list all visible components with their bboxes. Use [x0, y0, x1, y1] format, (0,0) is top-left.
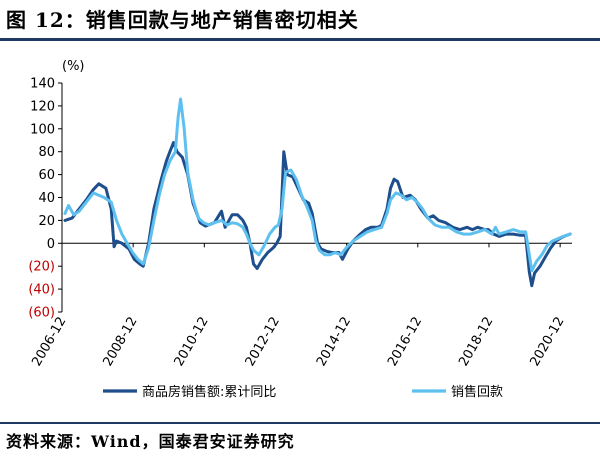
legend-label-collection: 销售回款	[451, 384, 503, 400]
source-note: 资料来源：Wind，国泰君安证券研究	[6, 428, 295, 452]
series-line-collection	[65, 99, 570, 271]
legend-label-sales: 商品房销售额:累计同比	[142, 384, 276, 400]
y-tick-label: 40	[38, 191, 55, 206]
y-tick-label: 20	[38, 214, 55, 229]
y-tick-label: 100	[30, 122, 55, 137]
y-tick-label: (40)	[28, 283, 55, 298]
y-unit-label: (%)	[62, 59, 85, 74]
y-tick-label: 140	[30, 77, 55, 92]
x-tick-label: 2016-12	[385, 315, 425, 370]
x-tick-label: 2008-12	[100, 315, 140, 370]
source-divider	[0, 422, 600, 424]
series-line-sales	[65, 143, 570, 286]
y-tick-label: 80	[38, 145, 55, 160]
x-tick-label: 2010-12	[172, 315, 212, 370]
x-tick-label: 2012-12	[243, 315, 283, 370]
legend: 商品房销售额:累计同比 销售回款	[103, 384, 503, 400]
x-tick-label: 2006-12	[29, 315, 69, 370]
y-tick-label: 0	[47, 237, 55, 252]
y-tick-label: (20)	[28, 260, 55, 275]
line-chart: (%) 140 120 100 80 60 40 20 0 (20) (40) (60) 2006-…	[0, 0, 600, 422]
series-lines	[65, 99, 570, 286]
y-tick-label: (60)	[28, 306, 55, 321]
x-tick-label: 2014-12	[314, 315, 354, 370]
x-axis-ticks: 2006-12 2008-12 2010-12 2012-12 2014-12 2016-…	[29, 243, 567, 369]
y-tick-label: 60	[38, 168, 55, 183]
x-tick-label: 2020-12	[527, 315, 567, 370]
x-tick-label: 2018-12	[456, 315, 496, 370]
y-axis-ticks: 140 120 100 80 60 40 20 0 (20) (40) (60)	[28, 77, 62, 321]
y-tick-label: 120	[30, 99, 55, 114]
